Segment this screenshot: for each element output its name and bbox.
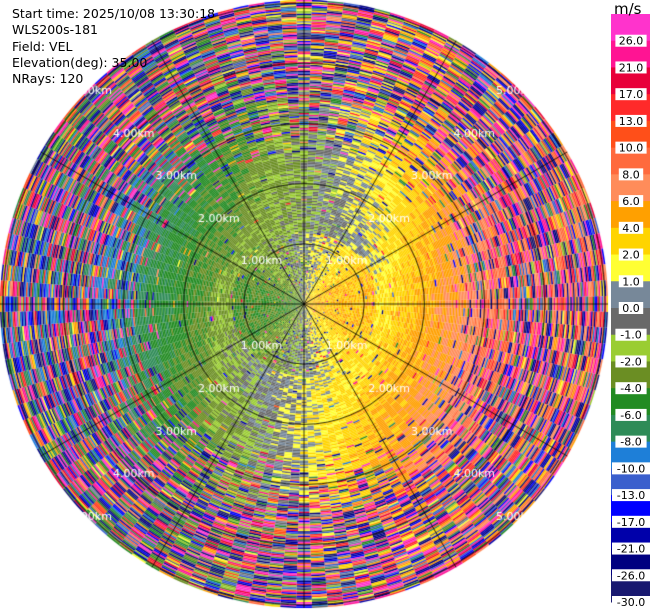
colorbar-tick-box [618, 221, 644, 234]
colorbar-tick-box [615, 328, 647, 341]
colorbar-tick-box [615, 34, 647, 47]
colorbar-tick-label: -1.0 [620, 329, 641, 342]
colorbar-tick-box [618, 195, 644, 208]
field-label: Field: VEL [12, 38, 73, 54]
colorbar-tick-box [612, 542, 650, 555]
colorbar-tick-label: -8.0 [620, 436, 641, 449]
colorbar-tick-label: 21.0 [619, 61, 644, 74]
colorbar-tick-label: 13.0 [619, 115, 644, 128]
colorbar-tick-label: -17.0 [617, 516, 645, 529]
colorbar-tick-label: 8.0 [622, 168, 640, 181]
colorbar-tick-label: -21.0 [617, 543, 645, 556]
elevation-label: Elevation(deg): 35.00 [12, 54, 148, 70]
colorbar-tick-box [612, 515, 650, 528]
colorbar-tick-box [612, 569, 650, 582]
colorbar-tick-label: -6.0 [620, 409, 641, 422]
colorbar-tick-label: 10.0 [619, 142, 644, 155]
colorbar-tick-box [618, 248, 644, 261]
colorbar-tick-label: -2.0 [620, 355, 641, 368]
colorbar-tick-label: 17.0 [619, 88, 644, 101]
colorbar-tick-box [615, 88, 647, 101]
colorbar-tick-box [615, 61, 647, 74]
start-time-label: Start time: 2025/10/08 13:30:18 [12, 6, 216, 21]
colorbar-tick-label: 4.0 [622, 222, 640, 235]
scan-info: Start time: 2025/10/08 13:30:18 WLS200s-… [12, 6, 215, 87]
colorbar-tick-box [612, 489, 650, 502]
colorbar-tick-label: 6.0 [622, 195, 640, 208]
colorbar-tick-box [615, 355, 647, 368]
colorbar-tick-box [612, 596, 650, 608]
station-label: WLS200s-181 [12, 22, 98, 38]
colorbar-tick-box [615, 141, 647, 154]
colorbar-tick-label: 26.0 [619, 35, 644, 48]
colorbar-tick-label: 1.0 [622, 275, 640, 288]
colorbar-tick-box [615, 408, 647, 421]
colorbar-tick-label: 2.0 [622, 249, 640, 262]
colorbar-tick-box [618, 275, 644, 288]
colorbar-tick-label: -13.0 [617, 489, 645, 502]
colorbar-tick-box [615, 382, 647, 395]
colorbar-tick-box [615, 435, 647, 448]
colorbar-tick-label: -10.0 [617, 462, 645, 475]
colorbar-tick-label: -30.0 [617, 596, 645, 609]
colorbar-tick-box [618, 168, 644, 181]
ppi-velocity-plot [0, 0, 610, 610]
colorbar-unit-label: m/s [614, 0, 642, 18]
colorbar-tick-label: -26.0 [617, 569, 645, 582]
colorbar-tick-label: -4.0 [620, 382, 641, 395]
colorbar-tick-box [618, 302, 644, 314]
colorbar-tick-box [612, 462, 650, 475]
colorbar-tick-label: 0.0 [622, 302, 640, 315]
colorbar-tick-box [615, 114, 647, 127]
nrays-label: NRays: 120 [12, 71, 84, 87]
